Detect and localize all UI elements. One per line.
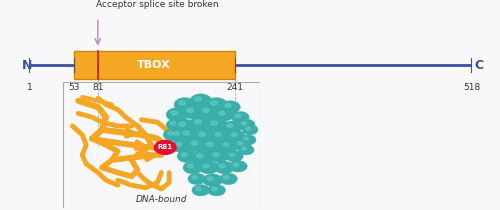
Circle shape (210, 101, 217, 105)
Circle shape (220, 101, 240, 113)
Circle shape (236, 114, 240, 117)
Circle shape (194, 129, 216, 143)
Circle shape (195, 120, 202, 124)
Circle shape (195, 97, 202, 101)
Circle shape (230, 153, 235, 156)
Circle shape (174, 132, 180, 135)
Circle shape (214, 108, 234, 121)
Circle shape (224, 176, 229, 179)
Circle shape (242, 122, 246, 125)
Circle shape (171, 111, 177, 115)
Circle shape (213, 153, 219, 157)
Circle shape (163, 129, 183, 141)
Circle shape (202, 174, 222, 186)
Circle shape (171, 140, 191, 152)
Circle shape (166, 108, 188, 122)
Circle shape (226, 151, 243, 162)
Circle shape (199, 161, 218, 174)
Circle shape (246, 127, 250, 130)
Text: 518: 518 (463, 83, 480, 92)
Circle shape (170, 129, 188, 140)
Circle shape (186, 138, 208, 152)
Text: 1: 1 (26, 83, 32, 92)
Circle shape (220, 173, 238, 185)
Circle shape (206, 98, 228, 112)
Circle shape (182, 153, 188, 157)
Circle shape (222, 121, 242, 134)
Circle shape (207, 177, 213, 180)
Circle shape (192, 176, 197, 179)
Circle shape (198, 132, 205, 137)
Circle shape (238, 145, 254, 155)
Circle shape (210, 121, 217, 125)
Circle shape (228, 130, 245, 142)
Circle shape (232, 133, 236, 136)
Text: N: N (22, 59, 32, 72)
Circle shape (206, 118, 228, 132)
Circle shape (242, 147, 246, 150)
Circle shape (215, 133, 221, 136)
Text: DNA-bound: DNA-bound (136, 195, 187, 204)
Circle shape (232, 112, 249, 123)
Circle shape (176, 143, 182, 147)
Circle shape (198, 105, 220, 119)
Circle shape (223, 143, 229, 147)
Circle shape (234, 163, 238, 167)
Circle shape (154, 140, 176, 154)
Circle shape (242, 125, 258, 135)
Circle shape (212, 187, 217, 190)
Circle shape (197, 154, 203, 158)
Circle shape (178, 128, 200, 142)
Circle shape (188, 173, 206, 185)
Circle shape (182, 105, 204, 119)
Circle shape (227, 124, 233, 127)
Circle shape (203, 164, 209, 168)
Circle shape (174, 98, 196, 112)
Circle shape (183, 131, 190, 135)
Bar (74, 51, 234, 79)
Text: 241: 241 (226, 83, 243, 92)
Circle shape (238, 119, 255, 130)
Text: TBOX: TBOX (138, 60, 171, 70)
Text: Acceptor splice site broken: Acceptor splice site broken (96, 0, 218, 9)
Circle shape (202, 139, 224, 153)
Circle shape (208, 185, 226, 196)
Circle shape (218, 140, 238, 152)
Circle shape (240, 135, 256, 145)
Circle shape (190, 94, 212, 108)
Circle shape (166, 119, 184, 130)
Circle shape (210, 130, 231, 142)
Circle shape (219, 111, 225, 115)
Circle shape (214, 161, 234, 174)
Circle shape (168, 131, 173, 135)
Circle shape (177, 150, 197, 163)
Circle shape (190, 117, 212, 130)
Circle shape (183, 161, 203, 174)
Circle shape (244, 137, 248, 140)
Text: 81: 81 (92, 83, 104, 92)
Circle shape (230, 161, 247, 172)
Text: R81: R81 (158, 144, 173, 150)
Circle shape (196, 187, 201, 190)
Circle shape (206, 142, 213, 147)
Circle shape (238, 142, 242, 145)
Circle shape (191, 141, 198, 145)
Circle shape (202, 108, 209, 113)
Text: C: C (475, 59, 484, 72)
Circle shape (170, 122, 175, 125)
Circle shape (225, 104, 231, 108)
Text: 53: 53 (68, 83, 80, 92)
Circle shape (179, 101, 186, 105)
Circle shape (234, 139, 251, 151)
Circle shape (174, 119, 196, 133)
Circle shape (187, 108, 194, 113)
Circle shape (188, 164, 194, 168)
Circle shape (192, 151, 214, 164)
Circle shape (179, 122, 186, 126)
Circle shape (219, 164, 225, 168)
Circle shape (208, 150, 229, 163)
Circle shape (192, 185, 210, 196)
